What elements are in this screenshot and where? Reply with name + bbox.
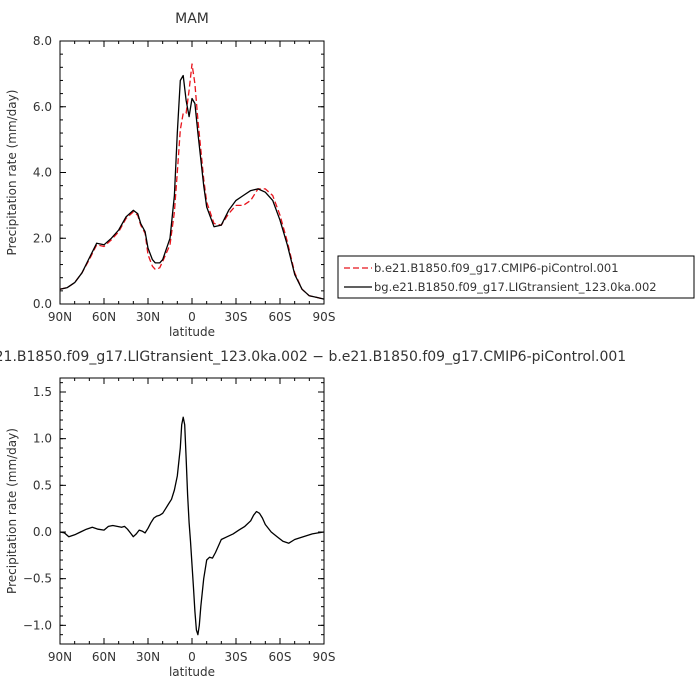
y-tick-label: 0.0 — [33, 297, 52, 311]
plot-frame — [59, 40, 325, 305]
x-tick-label: 90S — [313, 310, 336, 324]
legend-entry-label: b.e21.B1850.f09_g17.CMIP6-piControl.001 — [374, 261, 619, 275]
x-axis-label: latitude — [169, 325, 215, 339]
x-tick-label: 30N — [136, 650, 160, 664]
chart-title: bg.e21.B1850.f09_g17.LIGtransient_123.0k… — [0, 349, 626, 365]
y-tick-label: 1.5 — [33, 385, 52, 399]
y-tick-label: 8.0 — [33, 34, 52, 48]
chart-title: MAM — [175, 11, 209, 27]
x-axis-label: latitude — [169, 665, 215, 679]
x-tick-label: 60S — [269, 310, 292, 324]
y-axis-label: Precipitation rate (mm/day) — [5, 90, 19, 256]
x-tick-label: 30S — [225, 310, 248, 324]
x-tick-label: 60N — [92, 310, 116, 324]
x-tick-label: 30S — [225, 650, 248, 664]
plot-frame — [59, 377, 325, 645]
legend-box — [337, 255, 695, 299]
y-tick-label: −0.5 — [23, 572, 52, 586]
x-tick-label: 0 — [188, 310, 196, 324]
y-axis-label: Precipitation rate (mm/day) — [5, 428, 19, 594]
x-tick-label: 60S — [269, 650, 292, 664]
y-tick-label: 6.0 — [33, 100, 52, 114]
x-tick-label: 90N — [48, 310, 72, 324]
x-tick-label: 60N — [92, 650, 116, 664]
legend-entry-label: bg.e21.B1850.f09_g17.LIGtransient_123.0k… — [374, 280, 657, 294]
series-line-1 — [59, 416, 325, 636]
series-line-2 — [59, 74, 325, 300]
x-tick-label: 90S — [313, 650, 336, 664]
y-tick-label: 1.0 — [33, 432, 52, 446]
x-tick-label: 90N — [48, 650, 72, 664]
y-tick-label: 0.0 — [33, 525, 52, 539]
x-tick-label: 30N — [136, 310, 160, 324]
y-tick-label: −1.0 — [23, 618, 52, 632]
y-tick-label: 4.0 — [33, 166, 52, 180]
series-line-1 — [59, 63, 325, 300]
x-tick-label: 0 — [188, 650, 196, 664]
y-tick-label: 2.0 — [33, 231, 52, 245]
y-tick-label: 0.5 — [33, 478, 52, 492]
